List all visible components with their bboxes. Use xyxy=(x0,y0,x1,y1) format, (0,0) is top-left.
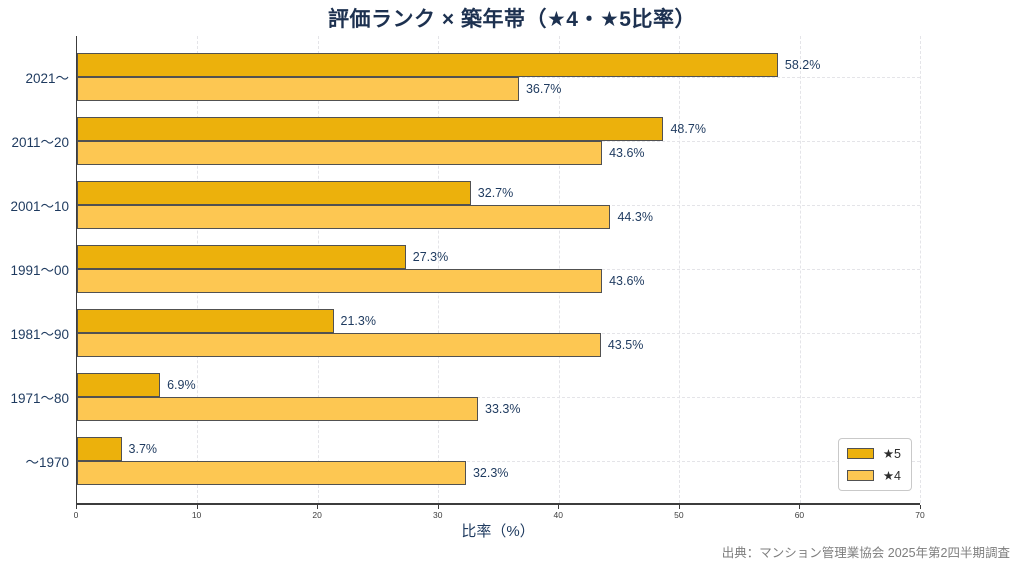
bar-row: 33.3% xyxy=(77,397,920,421)
bar-group: 1971〜80 6.9% 33.3% xyxy=(10,373,920,421)
plot-area: 2021〜 58.2% 36.7% 2011〜20 48.7% 43.6% 2001〜10 3… xyxy=(10,36,921,505)
bar-value-label: 21.3% xyxy=(340,314,376,328)
bar-group: 1981〜90 21.3% 43.5% xyxy=(10,309,920,357)
legend-label: ★4 xyxy=(882,469,901,483)
bar xyxy=(77,437,122,461)
x-axis-ticks: 0 10 20 30 40 50 60 70 xyxy=(73,505,925,523)
x-tick-mark xyxy=(920,505,921,509)
horizontal-gridline xyxy=(77,461,920,462)
y-axis-category-label: 〜1970 xyxy=(25,455,69,470)
x-tick-label: 60 xyxy=(794,510,805,520)
x-tick-mark xyxy=(196,505,198,509)
bar-value-label: 6.9% xyxy=(167,378,196,392)
bar-value-label: 43.6% xyxy=(609,146,645,160)
legend: ★5 ★4 xyxy=(837,438,912,491)
bar-row: 43.6% xyxy=(77,269,920,293)
bar-row: 3.7% xyxy=(77,437,920,461)
legend-item: ★5 xyxy=(846,446,901,461)
bar xyxy=(77,77,519,101)
source-note: 出典：マンション管理業協会 2025年第2四半期調査 xyxy=(721,546,1010,560)
bar-value-label: 48.7% xyxy=(670,122,706,136)
bar-group: 2001〜10 32.7% 44.3% xyxy=(10,181,920,229)
bar xyxy=(77,269,603,293)
bar-value-label: 32.3% xyxy=(472,466,509,480)
bar-row: 32.7% xyxy=(77,181,920,205)
bar xyxy=(77,245,406,269)
x-tick-mark xyxy=(317,505,319,509)
bar-groups: 2021〜 58.2% 36.7% 2011〜20 48.7% 43.6% 2001〜10 3… xyxy=(10,36,920,503)
vertical-gridline xyxy=(920,36,921,503)
bar xyxy=(77,397,479,421)
bar xyxy=(77,373,161,397)
bar-value-label: 44.3% xyxy=(617,210,653,224)
bar-row: 44.3% xyxy=(77,205,920,229)
bar-value-label: 58.2% xyxy=(784,58,821,72)
x-tick-label: 0 xyxy=(73,510,79,520)
legend-swatch xyxy=(846,448,874,459)
bar-row: 6.9% xyxy=(77,373,920,397)
bar-row: 21.3% xyxy=(77,309,920,333)
x-axis-label: 比率（%） xyxy=(461,523,535,540)
bar-row: 43.5% xyxy=(77,333,920,357)
x-tick-mark xyxy=(437,505,439,509)
x-tick-label: 30 xyxy=(432,510,443,520)
bar-value-label: 43.6% xyxy=(609,274,645,288)
x-tick-label: 20 xyxy=(312,510,322,520)
y-axis-category-label: 1971〜80 xyxy=(10,391,69,406)
y-axis-category-label: 2011〜20 xyxy=(11,135,69,150)
bar xyxy=(77,309,334,333)
x-tick-mark xyxy=(678,505,680,509)
bar xyxy=(77,333,601,357)
bar-value-label: 43.5% xyxy=(607,338,644,352)
x-tick-mark xyxy=(558,505,560,509)
x-tick-mark xyxy=(799,505,801,509)
y-axis-category-label: 2001〜10 xyxy=(10,199,69,214)
x-tick-label: 40 xyxy=(553,510,564,520)
y-axis-category-label: 2021〜 xyxy=(25,71,69,86)
x-tick-label: 70 xyxy=(915,510,925,520)
bar xyxy=(77,141,603,165)
bar-group: 2011〜20 48.7% 43.6% xyxy=(11,117,920,165)
x-tick-mark xyxy=(76,505,77,509)
chart-title: 評価ランク × 築年帯（★4・★5比率） xyxy=(328,8,696,31)
bar-row: 32.3% xyxy=(77,461,920,485)
y-axis-category-label: 1991〜00 xyxy=(10,263,69,278)
bar-group: 1991〜00 27.3% 43.6% xyxy=(10,245,920,293)
bar xyxy=(77,461,466,485)
bar-value-label: 36.7% xyxy=(525,82,562,96)
bar-row: 27.3% xyxy=(77,245,920,269)
bar-value-label: 27.3% xyxy=(412,250,449,264)
bar-group: 〜1970 3.7% 32.3% xyxy=(25,437,920,485)
legend-label: ★5 xyxy=(882,447,901,461)
bar-value-label: 33.3% xyxy=(485,402,521,416)
bar-row: 43.6% xyxy=(77,141,920,165)
y-axis-category-label: 1981〜90 xyxy=(10,327,69,342)
bar xyxy=(77,117,664,141)
bar xyxy=(77,181,471,205)
legend-item: ★4 xyxy=(846,468,901,483)
bar-value-label: 3.7% xyxy=(128,442,158,456)
legend-swatch xyxy=(846,470,874,481)
bar-group: 2021〜 58.2% 36.7% xyxy=(25,53,920,101)
horizontal-gridline xyxy=(77,397,920,398)
bar-row: 36.7% xyxy=(77,77,920,101)
bar xyxy=(77,205,611,229)
x-tick-label: 10 xyxy=(191,510,202,520)
bar-row: 58.2% xyxy=(77,53,920,77)
bar-row: 48.7% xyxy=(77,117,920,141)
x-tick-label: 50 xyxy=(674,510,684,520)
bar-value-label: 32.7% xyxy=(477,186,514,200)
bar xyxy=(77,53,778,77)
